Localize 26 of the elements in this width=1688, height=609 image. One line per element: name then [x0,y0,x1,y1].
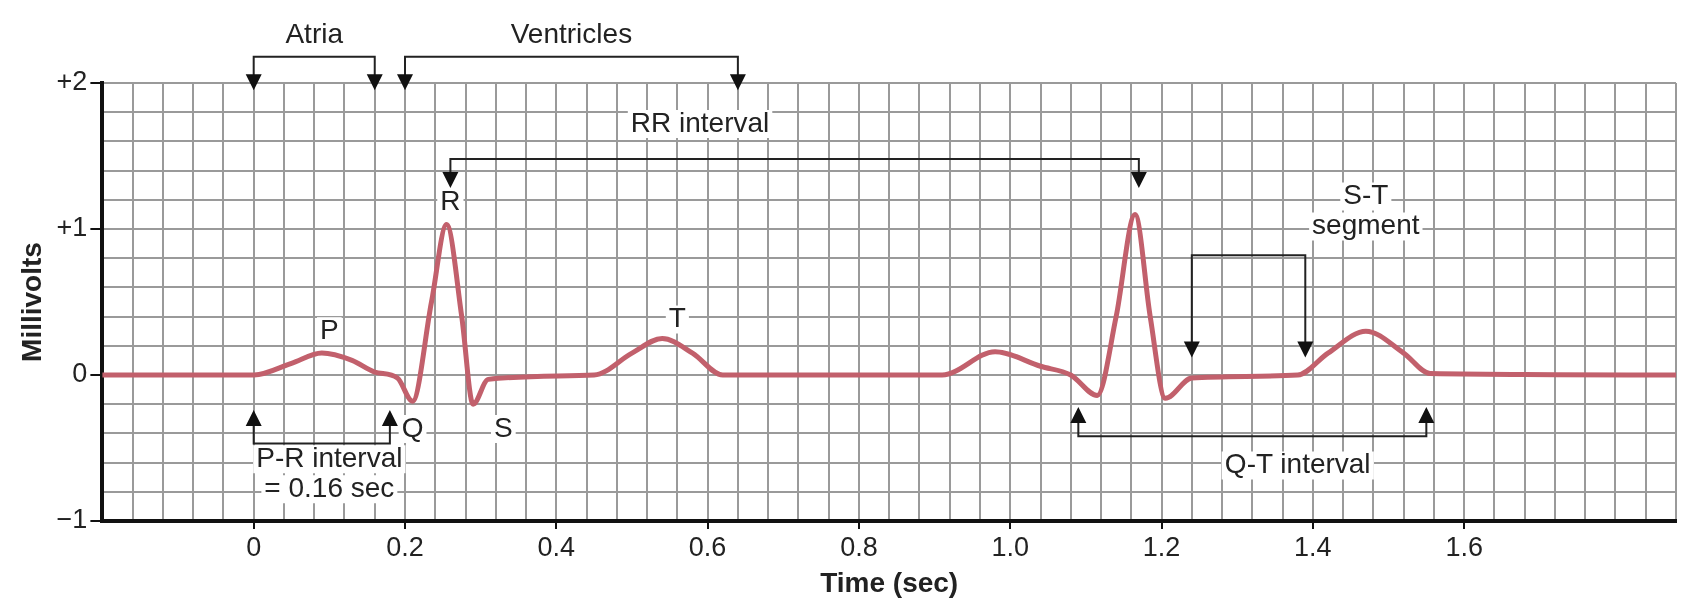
x-tick-label: 1.6 [1445,531,1483,562]
annotation: S [494,411,513,443]
x-tick-label: 1.0 [991,531,1030,562]
annotation: P [320,313,339,345]
x-tick-label: 1.2 [1142,531,1181,562]
x-tick-label: 0.6 [688,531,727,562]
x-tick-label: 0.2 [386,531,424,562]
y-tick-label: −1 [56,504,88,535]
y-tick-label: 0 [72,358,88,389]
annotation: T [668,302,686,334]
x-tick-label: 0.8 [840,531,878,562]
x-tick-label: 0 [246,531,262,562]
text: Atria [285,17,344,49]
annotation: R [440,185,461,217]
y-axis-title: Millivolts [15,242,47,362]
annotation: Q [401,411,424,443]
x-tick-label: 1.4 [1294,531,1332,562]
annotation: S-T segment [1312,179,1420,241]
y-tick-label: +1 [56,212,88,243]
x-tick-label: 0.4 [537,531,576,562]
text: Ventricles [510,17,633,49]
annotation: Q-T interval [1224,448,1371,480]
y-tick-label: +2 [56,66,88,97]
x-axis-title: Time (sec) [820,566,959,598]
annotation: RR interval [630,106,770,138]
annotation: P-R interval = 0.16 sec [256,442,403,503]
